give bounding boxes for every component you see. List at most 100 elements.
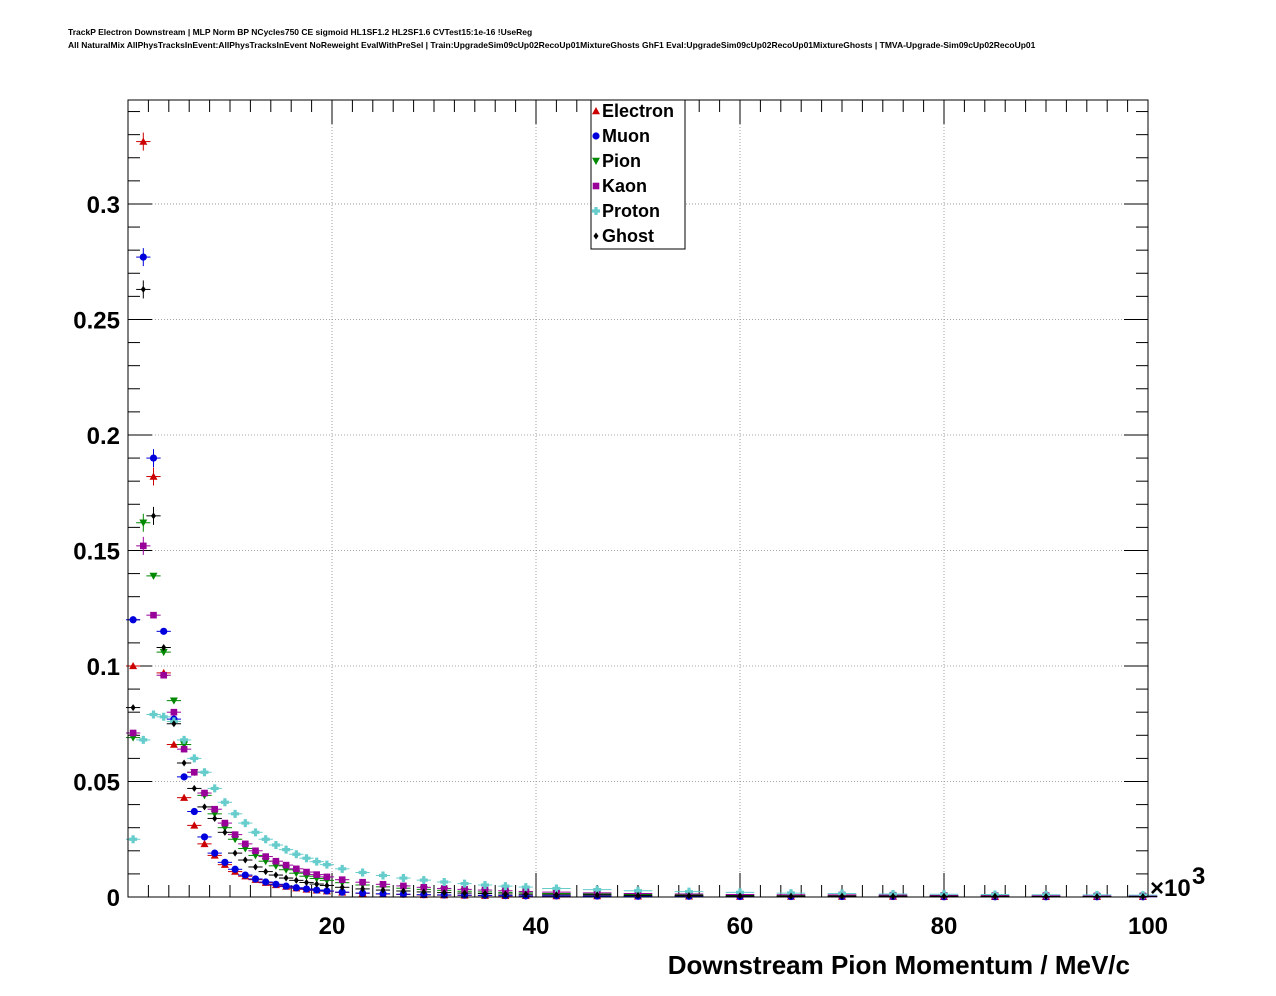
data-point <box>190 754 199 763</box>
data-point <box>181 759 187 767</box>
data-point <box>180 741 189 749</box>
data-point <box>202 803 207 811</box>
data-point <box>200 833 209 841</box>
data-point <box>129 835 138 844</box>
data-point <box>380 886 386 894</box>
legend-label-muon: Muon <box>602 126 650 146</box>
data-point <box>140 542 147 550</box>
legend-label-ghost: Ghost <box>602 226 654 246</box>
y-tick-label: 0.1 <box>87 654 120 681</box>
data-point <box>314 880 320 888</box>
data-point <box>521 883 530 892</box>
data-point <box>293 876 299 884</box>
data-point <box>171 720 177 728</box>
data-point <box>220 798 229 807</box>
data-point <box>211 849 219 857</box>
y-tick-label: 0.05 <box>73 769 120 796</box>
x-tick-label: 40 <box>523 913 550 940</box>
legend-label-electron: Electron <box>602 101 674 121</box>
legend: Electron Muon Pion Kaon Proton Ghost <box>590 99 686 250</box>
data-point <box>273 871 279 879</box>
data-point <box>400 882 407 890</box>
data-point <box>139 253 147 261</box>
data-point <box>150 611 157 619</box>
data-point <box>139 137 148 145</box>
data-point <box>263 868 269 876</box>
data-point <box>129 729 137 737</box>
chart-title-line-2: All NaturalMix AllPhysTracksInEvent:AllP… <box>68 40 1036 50</box>
data-point <box>359 878 366 886</box>
data-point <box>211 805 218 813</box>
data-point <box>242 856 248 864</box>
data-point <box>170 708 178 716</box>
data-point <box>221 819 229 827</box>
data-point <box>312 857 321 866</box>
data-point <box>180 793 189 801</box>
data-point <box>130 704 136 712</box>
data-point <box>313 871 320 878</box>
data-point <box>241 819 250 828</box>
x-tick-label: 80 <box>931 913 958 940</box>
data-point <box>200 768 209 777</box>
data-point <box>338 888 346 896</box>
x-tick-label: 20 <box>319 913 346 940</box>
data-point <box>685 887 694 896</box>
data-point <box>400 887 406 895</box>
data-point <box>302 854 311 863</box>
data-point <box>151 512 156 520</box>
data-point <box>252 847 259 855</box>
x-axis-multiplier-exponent: 3 <box>1192 863 1205 890</box>
legend-box <box>590 99 686 250</box>
data-point <box>149 472 158 480</box>
data-point <box>149 572 158 580</box>
data-point <box>419 876 428 885</box>
data-point <box>890 892 896 900</box>
data-point <box>231 809 240 818</box>
data-point <box>501 882 510 891</box>
data-point <box>460 879 469 888</box>
y-tick-label: 0.2 <box>87 423 120 450</box>
data-point <box>161 644 167 652</box>
data-point <box>323 887 331 895</box>
data-point <box>461 886 468 893</box>
data-point <box>231 865 239 873</box>
data-point <box>788 892 794 900</box>
legend-label-pion: Pion <box>602 151 641 171</box>
legend-marker-electron <box>592 107 600 115</box>
legend-label-proton: Proton <box>602 201 660 221</box>
data-point <box>360 885 366 893</box>
data-point <box>149 454 158 462</box>
data-point <box>272 880 280 888</box>
data-point <box>293 865 300 873</box>
data-point <box>140 285 146 293</box>
data-point <box>421 888 427 896</box>
data-point <box>190 807 198 816</box>
data-point <box>440 885 448 892</box>
data-point <box>358 868 367 877</box>
data-point <box>159 712 168 721</box>
data-point <box>221 858 229 866</box>
data-point <box>379 880 387 888</box>
data-point <box>502 890 508 898</box>
data-point <box>139 519 148 527</box>
data-point <box>201 789 208 797</box>
data-point <box>292 884 300 892</box>
y-tick-label: 0.3 <box>87 192 120 219</box>
legend-marker-kaon <box>592 182 600 190</box>
legend-marker-proton <box>592 207 601 215</box>
series-ghost <box>125 280 1158 901</box>
data-point <box>180 773 188 781</box>
y-tick-label: 0 <box>107 885 120 912</box>
data-point <box>160 671 167 679</box>
data-point <box>482 890 488 898</box>
data-point <box>231 831 239 838</box>
data-point <box>523 890 529 898</box>
data-point <box>282 845 291 854</box>
data-point <box>169 697 178 705</box>
chart-title-line-1: TrackP Electron Downstream | MLP Norm BP… <box>68 27 533 37</box>
data-point <box>399 874 408 883</box>
data-point <box>232 849 238 857</box>
legend-label-kaon: Kaon <box>602 176 647 196</box>
data-point <box>553 891 559 899</box>
